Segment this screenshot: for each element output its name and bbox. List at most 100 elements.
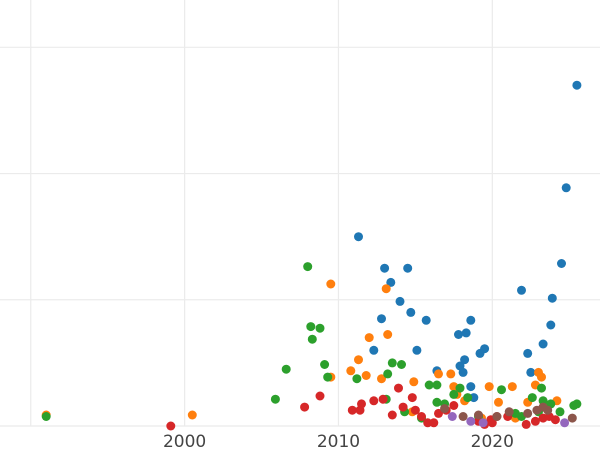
data-point [461,328,471,338]
data-point [364,333,374,343]
data-point [538,396,548,406]
data-point [397,360,406,369]
x-tick-label: 2010 [317,432,360,450]
data-point [369,345,379,355]
data-point [555,407,565,417]
data-point [281,364,291,374]
x-tick-label: 2000 [163,432,206,450]
data-point [487,418,497,428]
data-point [538,339,548,349]
data-point [572,80,582,90]
data-point [41,412,51,421]
data-point [320,360,330,369]
data-point [270,394,280,404]
data-point [398,402,408,412]
data-point [504,407,514,417]
data-point [449,401,459,410]
data-point [326,279,336,289]
data-point [432,397,442,407]
data-point [527,393,537,403]
data-point [354,232,363,242]
data-point [492,412,502,421]
data-point [187,410,197,420]
data-point [315,391,325,401]
data-point [523,408,533,418]
data-point [546,320,556,330]
data-point [466,315,476,325]
data-point [407,393,417,403]
data-point [412,345,422,355]
data-point [406,307,416,317]
data-point [458,367,468,377]
data-point [449,389,459,399]
data-point [383,369,393,379]
data-point [463,393,473,403]
data-point [429,418,439,428]
data-point [421,315,431,325]
data-point [507,382,517,392]
data-point [537,383,546,393]
data-point [497,385,506,395]
data-point [547,293,557,303]
data-point [424,380,434,390]
data-point [394,383,403,393]
data-point [354,355,363,365]
data-point [466,382,476,392]
data-point [346,366,356,376]
data-point [347,405,357,415]
data-point [361,371,371,380]
data-point [454,330,463,339]
data-point [567,413,577,423]
data-point [383,330,393,339]
data-point [378,394,388,404]
data-point [446,369,456,379]
data-point [417,412,426,421]
data-point [521,419,531,429]
data-point [403,263,413,273]
data-point [455,383,465,393]
data-point [561,183,571,193]
data-point [494,397,503,407]
data-point [352,374,362,384]
data-point [395,296,405,306]
data-point [381,284,391,294]
data-point [387,410,397,420]
data-point [432,380,442,390]
data-point [434,408,443,418]
data-point [447,412,457,421]
data-point [475,348,485,358]
data-point [357,399,366,409]
data-point [300,402,310,412]
x-tick-label: 2020 [471,432,514,450]
data-point [377,374,386,384]
data-point [315,323,325,333]
data-point [474,410,483,420]
data-point [517,285,526,295]
data-point [306,322,316,332]
grid-layer [0,0,600,427]
data-point [386,277,396,287]
data-point [537,372,546,382]
data-point [409,377,419,387]
data-point [478,418,488,428]
x-tick-labels: 2000 2010 2020 [163,432,514,450]
data-point [560,418,570,428]
data-point [369,396,379,406]
data-point [530,416,540,426]
points-layer [41,80,582,431]
data-point [458,412,468,421]
data-point [307,334,317,344]
data-point [526,367,536,377]
data-point [523,348,533,358]
data-point [557,259,566,268]
data-point [572,399,582,409]
data-point [377,314,386,324]
data-point [410,405,420,415]
data-point [166,421,176,431]
data-point [484,382,494,392]
data-point [466,416,476,426]
data-point [323,372,333,382]
data-point [543,405,553,415]
